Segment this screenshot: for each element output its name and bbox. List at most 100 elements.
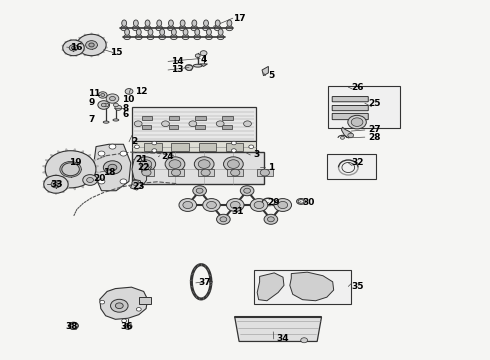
Circle shape (62, 163, 79, 176)
Bar (257, 170, 273, 176)
Ellipse shape (227, 20, 232, 26)
Polygon shape (84, 34, 89, 39)
Circle shape (182, 35, 189, 40)
Bar (327, 154, 375, 179)
Polygon shape (94, 144, 131, 191)
Bar (254, 270, 351, 304)
Polygon shape (84, 51, 89, 56)
Circle shape (54, 183, 58, 186)
Bar (198, 170, 214, 176)
Polygon shape (77, 42, 82, 45)
Ellipse shape (169, 20, 173, 26)
Circle shape (226, 26, 233, 31)
Text: 26: 26 (351, 83, 364, 92)
Text: 14: 14 (171, 57, 184, 66)
Text: 7: 7 (88, 116, 95, 125)
Bar (196, 116, 206, 120)
Circle shape (179, 26, 186, 31)
Text: 25: 25 (368, 99, 380, 108)
Polygon shape (53, 174, 59, 178)
Circle shape (136, 307, 141, 311)
Ellipse shape (192, 20, 197, 26)
Polygon shape (262, 66, 269, 76)
Circle shape (111, 299, 128, 312)
Bar (142, 116, 152, 120)
Circle shape (134, 121, 142, 127)
Polygon shape (43, 165, 52, 169)
Circle shape (191, 26, 198, 31)
Circle shape (216, 121, 224, 127)
Polygon shape (79, 48, 85, 53)
Circle shape (142, 169, 151, 176)
Circle shape (278, 202, 288, 208)
Circle shape (227, 160, 239, 168)
Circle shape (223, 157, 243, 171)
Polygon shape (98, 37, 104, 41)
Ellipse shape (180, 20, 185, 26)
Polygon shape (74, 39, 77, 43)
Circle shape (240, 186, 254, 196)
Circle shape (125, 89, 133, 94)
Text: 37: 37 (199, 278, 211, 287)
Polygon shape (100, 287, 147, 319)
Circle shape (185, 64, 193, 70)
Circle shape (144, 26, 151, 31)
Polygon shape (59, 188, 64, 192)
Polygon shape (101, 45, 107, 48)
Polygon shape (65, 183, 71, 190)
Polygon shape (82, 154, 91, 161)
Bar (142, 125, 151, 129)
Circle shape (132, 180, 139, 185)
Circle shape (196, 188, 203, 193)
Polygon shape (63, 184, 69, 188)
Bar (196, 125, 205, 129)
FancyBboxPatch shape (332, 96, 368, 102)
Polygon shape (62, 48, 67, 51)
Polygon shape (65, 149, 71, 156)
Circle shape (122, 319, 126, 323)
Ellipse shape (160, 29, 165, 35)
Circle shape (169, 160, 181, 168)
Polygon shape (48, 188, 53, 192)
Circle shape (134, 145, 139, 149)
Circle shape (140, 160, 152, 168)
Bar (139, 170, 154, 176)
Circle shape (66, 166, 75, 173)
Polygon shape (70, 53, 74, 56)
Circle shape (109, 144, 116, 149)
Circle shape (87, 177, 94, 183)
Polygon shape (43, 184, 49, 188)
Polygon shape (65, 42, 70, 45)
Circle shape (106, 94, 119, 103)
Text: 24: 24 (161, 152, 174, 161)
Bar (172, 143, 189, 150)
Polygon shape (235, 317, 321, 342)
Text: 3: 3 (253, 150, 260, 159)
Polygon shape (74, 53, 77, 56)
Ellipse shape (215, 20, 220, 26)
Bar (169, 116, 179, 120)
Ellipse shape (136, 29, 141, 35)
Circle shape (123, 35, 130, 40)
Circle shape (124, 324, 132, 329)
Polygon shape (75, 45, 82, 48)
Circle shape (254, 202, 264, 208)
Polygon shape (50, 178, 59, 184)
Circle shape (86, 41, 98, 49)
Circle shape (274, 199, 292, 211)
Bar (198, 143, 216, 150)
Polygon shape (130, 179, 142, 190)
Circle shape (202, 26, 209, 31)
Circle shape (348, 115, 367, 129)
Circle shape (183, 202, 193, 208)
Bar (132, 141, 256, 152)
Bar (145, 143, 162, 150)
Text: 10: 10 (122, 95, 135, 104)
Bar (227, 170, 243, 176)
Polygon shape (86, 160, 96, 165)
Circle shape (115, 105, 122, 111)
Circle shape (179, 199, 196, 211)
Circle shape (220, 217, 227, 222)
Ellipse shape (103, 121, 109, 123)
Circle shape (121, 26, 127, 31)
